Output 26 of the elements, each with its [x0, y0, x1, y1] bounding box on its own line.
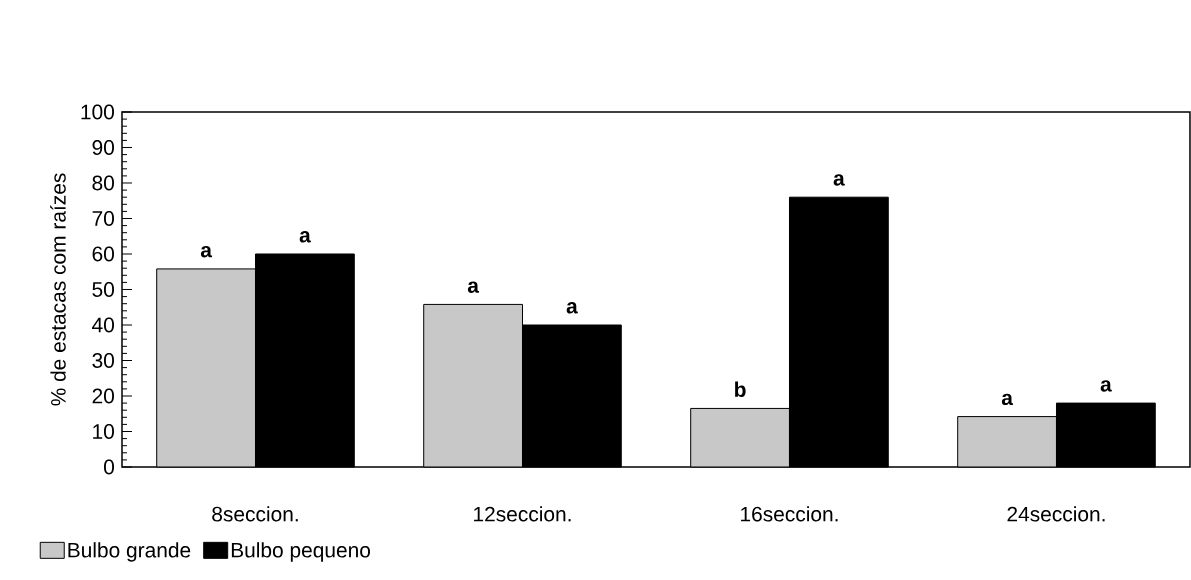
- y-tick-label: 0: [104, 459, 114, 475]
- y-tick-label: 80: [92, 175, 114, 191]
- y-tick-label: 30: [92, 353, 114, 368]
- data-label: a: [200, 245, 213, 258]
- x-tick-label: 8seccion.: [212, 506, 298, 522]
- data-label: b: [735, 381, 746, 397]
- y-tick-label: 60: [92, 246, 114, 262]
- x-tick-label: 24seccion.: [1007, 506, 1105, 522]
- y-tick-label: 90: [92, 140, 114, 155]
- data-label: a: [1001, 393, 1014, 406]
- y-tick-label: 70: [92, 211, 114, 226]
- data-label: a: [566, 302, 578, 314]
- legend-label: Bulbo grande: [68, 542, 191, 562]
- y-tick-label: 20: [92, 388, 114, 404]
- data-label: a: [467, 281, 480, 293]
- x-tick-label: 16seccion.: [741, 506, 838, 522]
- legend-label: Bulbo pequeno: [231, 542, 371, 562]
- y-axis-title: % de estacas com raízes: [50, 173, 66, 406]
- data-label: a: [833, 174, 845, 186]
- y-tick-label: 10: [93, 424, 114, 439]
- x-tick-label: 12seccion.: [474, 506, 571, 522]
- y-tick-label: 100: [81, 104, 114, 120]
- y-tick-label: 50: [92, 282, 114, 297]
- y-tick-label: 40: [92, 317, 114, 333]
- data-label: a: [299, 231, 311, 243]
- data-label: a: [1100, 380, 1112, 392]
